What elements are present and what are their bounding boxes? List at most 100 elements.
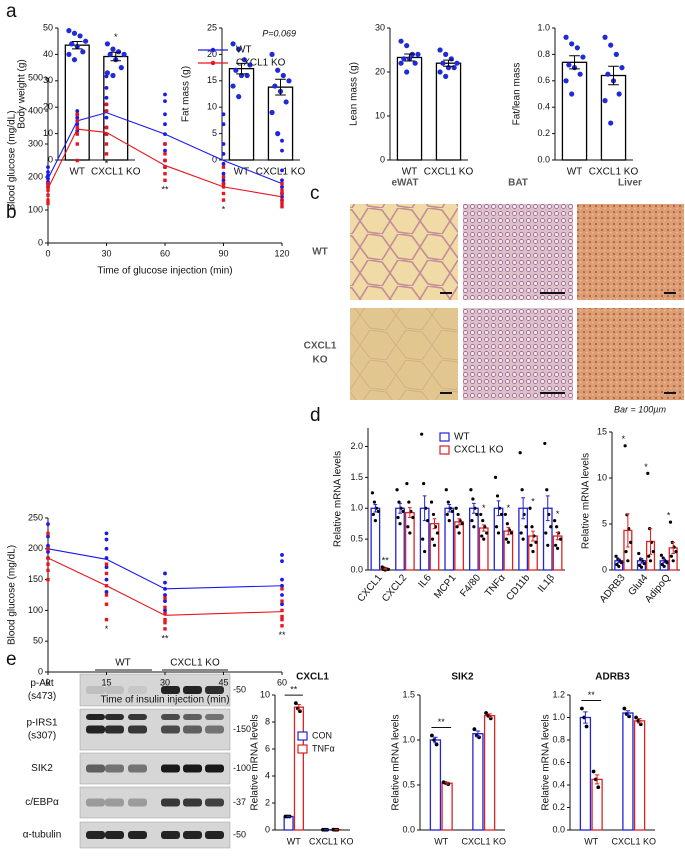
legend-swatch <box>439 445 450 455</box>
data-point <box>579 706 584 711</box>
data-point <box>280 185 284 189</box>
blot-band <box>105 798 124 807</box>
data-point <box>221 165 226 169</box>
data-point <box>75 132 79 136</box>
panel-label: c <box>310 183 320 204</box>
y-tick-label: 2.0 <box>350 441 363 451</box>
data-point <box>104 41 111 47</box>
y-tick-label: 50 <box>43 22 53 32</box>
x-tick-label: WT <box>402 167 418 178</box>
error-bar <box>373 504 378 513</box>
data-point <box>115 49 122 55</box>
data-point <box>659 553 664 557</box>
data-point <box>280 608 284 613</box>
data-point <box>450 509 454 513</box>
data-point <box>280 178 284 183</box>
bar <box>396 56 423 161</box>
data-point <box>671 559 675 563</box>
significance: ** <box>588 690 596 700</box>
data-point <box>506 540 510 544</box>
error-bar <box>487 713 492 718</box>
data-point <box>104 70 111 76</box>
blot-band <box>86 764 105 773</box>
y-tick-label: 8 <box>265 716 270 726</box>
x-tick-label: 0 <box>45 248 50 258</box>
data-point <box>545 488 549 492</box>
x-tick-label: WT <box>287 836 301 846</box>
data-point <box>236 94 242 100</box>
blot-band <box>128 764 147 773</box>
bar <box>483 715 496 831</box>
data-point <box>75 109 80 113</box>
data-point <box>626 559 630 563</box>
blot-label: (s307) <box>28 731 56 742</box>
series-line <box>47 557 283 616</box>
data-point <box>431 512 436 517</box>
data-point <box>104 571 109 576</box>
data-point <box>46 188 50 192</box>
data-point <box>602 98 608 104</box>
chart-title: SIK2 <box>451 672 474 683</box>
significance: ** <box>438 717 446 727</box>
data-point <box>241 57 247 63</box>
data-point <box>520 488 524 492</box>
error-bar <box>422 495 427 522</box>
bar <box>435 62 462 161</box>
data-point <box>221 142 226 146</box>
data-point <box>163 99 167 103</box>
data-point <box>386 567 390 571</box>
data-point <box>104 152 109 156</box>
histology-image <box>350 204 458 300</box>
error-bar <box>296 703 301 711</box>
data-point <box>580 54 586 60</box>
legend-label: CXCL1 KO <box>236 58 286 69</box>
data-point <box>412 60 418 66</box>
blot-band <box>183 686 202 694</box>
y-tick-label: 0.6 <box>552 757 565 767</box>
x-tick-label: MCP1 <box>432 572 459 601</box>
data-point <box>584 724 589 729</box>
data-point <box>651 550 655 554</box>
data-point <box>280 614 284 619</box>
data-point <box>163 172 167 176</box>
data-point <box>563 34 569 40</box>
data-point <box>404 69 410 75</box>
x-tick-label: WT <box>434 836 448 846</box>
blot-band <box>161 725 180 734</box>
data-point <box>121 51 127 58</box>
data-point <box>280 599 284 603</box>
data-point <box>430 537 435 541</box>
error-bar <box>496 500 501 517</box>
x-tick-label: WT <box>69 167 85 178</box>
significance: * <box>482 503 486 513</box>
data-point <box>46 568 50 573</box>
data-point <box>668 520 673 524</box>
blot-band <box>86 798 105 807</box>
significance: * <box>667 511 671 521</box>
error-bar <box>407 507 412 519</box>
data-point <box>472 525 476 529</box>
error-bar <box>383 567 388 570</box>
blot-band <box>205 725 224 734</box>
data-point <box>66 28 72 34</box>
y-tick-label: 0.2 <box>552 802 565 812</box>
x-tick-label: IL1β <box>536 572 557 594</box>
data-point <box>472 727 477 732</box>
data-point <box>662 564 666 568</box>
data-point <box>398 38 404 44</box>
x-tick-label: 120 <box>274 248 289 258</box>
significance: ** <box>382 555 390 565</box>
data-point <box>69 41 75 47</box>
data-point <box>408 531 412 535</box>
data-point <box>543 441 547 446</box>
y-tick-label: 25 <box>207 22 217 32</box>
data-point <box>75 112 79 116</box>
blot-band <box>161 764 180 773</box>
x-tick-label: WT <box>234 167 250 178</box>
histology-image <box>463 308 573 400</box>
bar <box>228 68 255 161</box>
data-point <box>46 201 50 206</box>
data-point <box>443 73 449 79</box>
legend-label: TNFα <box>312 743 335 753</box>
data-point <box>221 112 226 117</box>
